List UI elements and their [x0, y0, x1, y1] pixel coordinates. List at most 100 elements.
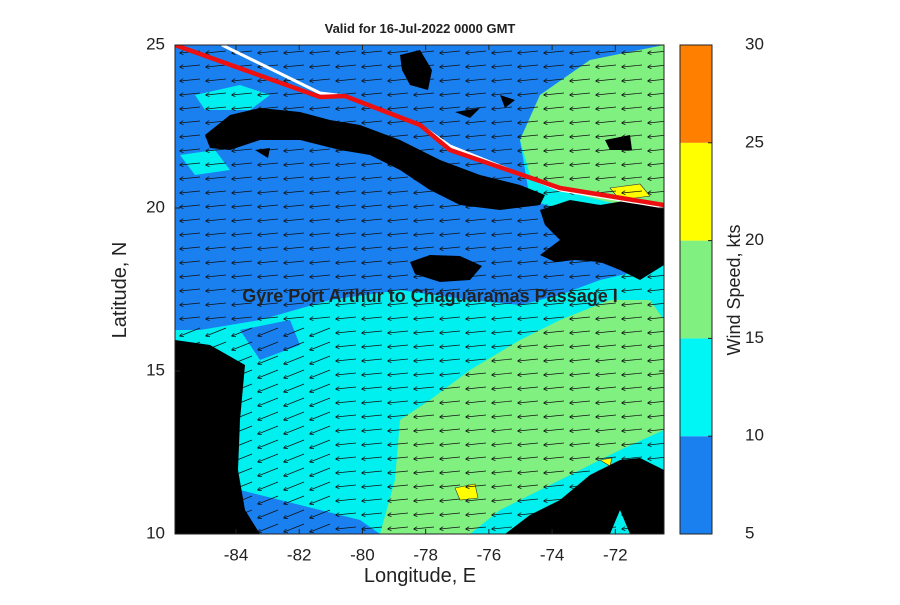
wind-arrow [648, 65, 664, 67]
wind-arrow [492, 345, 513, 347]
wind-arrow [258, 247, 279, 249]
wind-arrow [284, 51, 305, 53]
wind-arrow [596, 177, 617, 179]
wind-arrow [492, 471, 513, 473]
wind-arrow [206, 177, 227, 179]
wind-arrow [362, 331, 383, 333]
wind-arrow [466, 317, 487, 319]
wind-arrow [414, 457, 435, 459]
wind-arrow [466, 359, 487, 361]
wind-arrow [206, 289, 227, 291]
wind-arrow [440, 415, 461, 417]
wind-arrow [570, 331, 591, 333]
wind-arrow [336, 317, 357, 319]
wind-arrow [492, 79, 513, 81]
wind-arrow [336, 163, 357, 165]
wind-arrow [466, 527, 487, 529]
wind-arrow [284, 247, 305, 249]
wind-arrow [544, 275, 565, 277]
wind-arrow [206, 247, 227, 249]
x-tick-label: -82 [287, 545, 312, 564]
wind-arrow [648, 401, 664, 403]
wind-arrow [284, 275, 305, 277]
wind-arrow [648, 415, 664, 417]
wind-arrow [648, 163, 664, 165]
wind-arrow [492, 93, 513, 95]
wind-arrow [310, 439, 331, 448]
wind-arrow [544, 345, 565, 347]
wind-arrow [518, 387, 539, 389]
wind-arrow [180, 275, 201, 277]
wind-arrow [362, 247, 383, 249]
wind-arrow [232, 163, 253, 165]
wind-arrow [284, 191, 305, 193]
wind-arrow [570, 345, 591, 347]
wind-arrow [310, 261, 331, 263]
wind-arrow [622, 345, 643, 347]
wind-arrow [310, 247, 331, 249]
wind-arrow [258, 481, 279, 490]
wind-arrow [310, 51, 331, 53]
wind-arrow [518, 93, 539, 95]
map-title: Valid for 16-Jul-2022 0000 GMT [325, 21, 516, 36]
wind-arrow [284, 495, 305, 504]
wind-arrow [570, 303, 591, 305]
wind-arrow [362, 345, 383, 347]
wind-arrow [570, 79, 591, 81]
wind-arrow [414, 247, 435, 249]
wind-arrow [622, 51, 643, 53]
wind-arrow [362, 401, 383, 403]
wind-arrow [518, 317, 539, 319]
wind-arrow [414, 359, 435, 361]
wind-arrow [466, 107, 487, 109]
wind-arrow [570, 177, 591, 179]
wind-arrow [518, 303, 539, 305]
wind-arrow [258, 425, 279, 434]
wind-arrow [388, 443, 409, 445]
wind-arrow [362, 121, 383, 123]
wind-arrow [310, 177, 331, 179]
wind-arrow [258, 341, 279, 350]
wind-arrow [466, 331, 487, 333]
wind-arrow [258, 233, 279, 235]
wind-arrow [310, 453, 331, 462]
wind-arrow [284, 149, 305, 151]
wind-arrow [180, 121, 201, 123]
wind-arrow [388, 79, 409, 81]
wind-arrow [284, 303, 305, 305]
wind-arrow [180, 149, 201, 151]
wind-arrow [310, 317, 331, 319]
wind-arrow [440, 513, 461, 515]
wind-arrow [388, 317, 409, 319]
wind-arrow [362, 275, 383, 277]
wind-arrow [518, 233, 539, 235]
wind-arrow [466, 289, 487, 291]
wind-arrow [466, 93, 487, 95]
wind-arrow [570, 51, 591, 53]
wind-arrow [388, 513, 409, 515]
wind-arrow [544, 289, 565, 291]
wind-arrow [648, 135, 664, 137]
wind-arrow [232, 261, 253, 263]
wind-arrow [336, 107, 357, 109]
wind-arrow [466, 429, 487, 431]
wind-arrow [336, 191, 357, 193]
wind-arrow [336, 471, 357, 473]
wind-arrow [362, 387, 383, 389]
wind-arrow [232, 79, 253, 81]
wind-arrow [310, 341, 331, 350]
wind-arrow [440, 401, 461, 403]
wind-arrow [414, 499, 435, 501]
wind-arrow [414, 93, 435, 95]
wind-arrow [414, 331, 435, 333]
wind-arrow [310, 495, 331, 504]
wind-arrow [180, 135, 201, 137]
wind-arrow [388, 289, 409, 291]
wind-arrow [544, 499, 565, 501]
wind-arrow [232, 317, 253, 319]
wind-arrow [414, 387, 435, 389]
wind-arrow [310, 397, 331, 406]
wind-arrow [544, 429, 565, 431]
wind-arrow [232, 149, 253, 151]
wind-arrow [648, 331, 664, 333]
